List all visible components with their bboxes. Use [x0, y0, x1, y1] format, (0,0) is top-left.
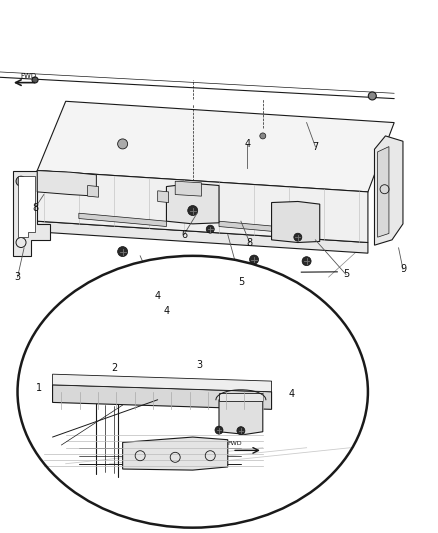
Polygon shape	[166, 183, 219, 224]
Text: 4: 4	[244, 139, 251, 149]
Circle shape	[368, 92, 376, 100]
Circle shape	[294, 233, 302, 241]
Polygon shape	[18, 176, 35, 237]
Text: 4: 4	[288, 390, 294, 399]
Text: 7: 7	[312, 142, 318, 151]
Polygon shape	[123, 437, 228, 470]
Text: 4: 4	[163, 306, 170, 316]
Polygon shape	[158, 191, 169, 203]
Polygon shape	[13, 171, 50, 256]
Polygon shape	[88, 185, 99, 197]
Text: 6: 6	[181, 230, 187, 239]
Polygon shape	[37, 171, 96, 196]
Polygon shape	[374, 136, 403, 245]
Text: 3: 3	[14, 272, 21, 282]
Text: 5: 5	[238, 278, 244, 287]
Polygon shape	[37, 101, 394, 192]
Circle shape	[250, 255, 258, 264]
Circle shape	[260, 133, 266, 139]
Polygon shape	[37, 171, 368, 243]
Circle shape	[188, 206, 198, 215]
Circle shape	[215, 426, 223, 434]
Text: 8: 8	[32, 203, 38, 213]
Text: FWD: FWD	[227, 441, 242, 446]
Polygon shape	[219, 221, 307, 235]
Text: 5: 5	[343, 270, 349, 279]
Polygon shape	[79, 213, 166, 227]
Text: 2: 2	[111, 363, 117, 373]
Ellipse shape	[18, 256, 368, 528]
Circle shape	[237, 426, 245, 435]
Polygon shape	[175, 181, 201, 196]
Polygon shape	[272, 201, 320, 243]
Text: 3: 3	[196, 360, 202, 370]
Circle shape	[16, 176, 26, 186]
Polygon shape	[37, 221, 368, 253]
Circle shape	[118, 247, 127, 256]
Text: 8: 8	[247, 238, 253, 247]
Circle shape	[118, 139, 127, 149]
Polygon shape	[378, 147, 389, 237]
Polygon shape	[219, 400, 263, 434]
Polygon shape	[53, 374, 272, 392]
Text: 1: 1	[36, 383, 42, 393]
Text: 9: 9	[400, 264, 406, 274]
Polygon shape	[53, 385, 272, 409]
Text: FWD: FWD	[21, 72, 36, 79]
Polygon shape	[219, 393, 263, 401]
Text: 4: 4	[155, 291, 161, 301]
Circle shape	[206, 225, 214, 233]
Circle shape	[302, 257, 311, 265]
Circle shape	[32, 77, 38, 83]
